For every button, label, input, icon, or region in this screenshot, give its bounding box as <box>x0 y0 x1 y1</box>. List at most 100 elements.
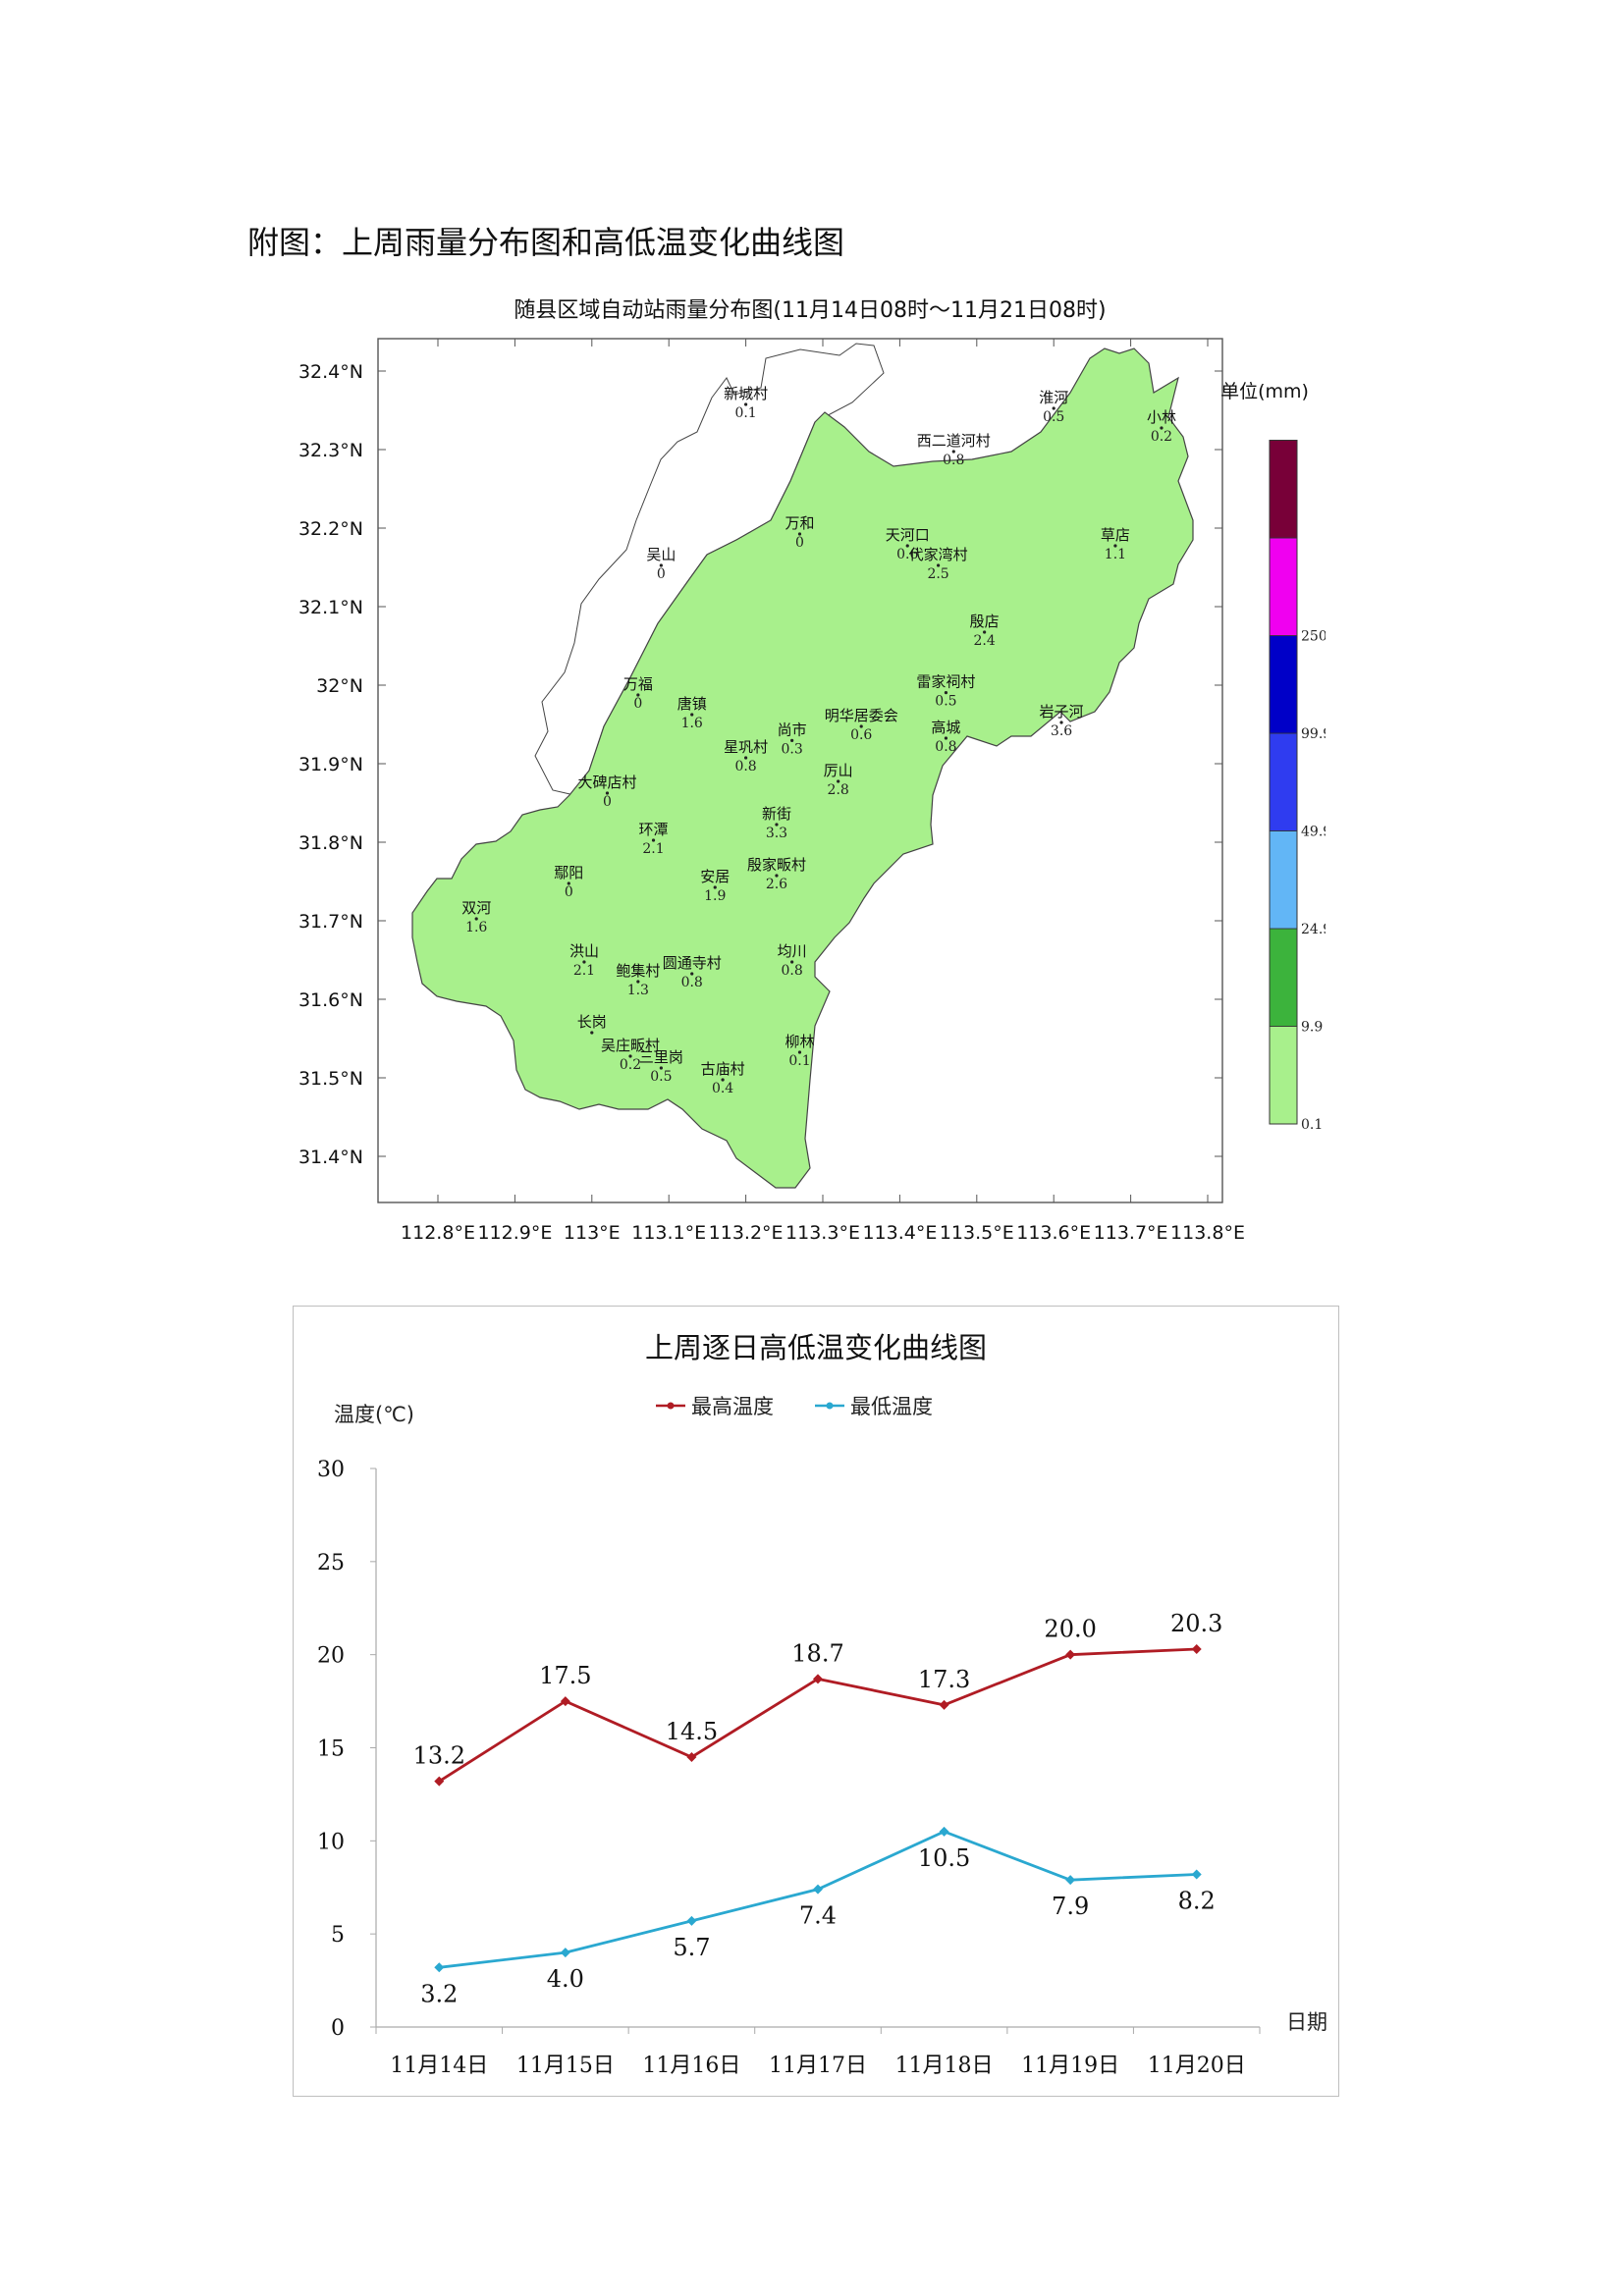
station-dot <box>937 563 941 567</box>
station-dot <box>567 881 570 885</box>
station-rainfall-value: 2.8 <box>828 782 849 798</box>
station-name: 殷家畈村 <box>747 856 806 874</box>
legend-entry: 最低温度 <box>815 1395 933 1418</box>
station-marker: 草店 1.1 <box>1101 526 1130 562</box>
rainfall-color-legend: 0.1 9.9 24.9 49.9 99.9 250 <box>1269 440 1326 1133</box>
station-rainfall-value: 0.8 <box>782 963 803 979</box>
station-name: 均川 <box>778 942 807 960</box>
legend-level-label: 9.9 <box>1301 1020 1323 1036</box>
lat-tick-label: 31.6°N <box>298 989 363 1011</box>
legend-level-label: 24.9 <box>1301 922 1326 937</box>
station-name: 长岗 <box>577 1013 607 1031</box>
station-dot <box>659 1066 663 1070</box>
data-label: 17.3 <box>918 1666 970 1693</box>
station-rainfall-value: 0.1 <box>788 1053 810 1069</box>
station-rainfall-value: 0.8 <box>681 975 703 990</box>
legend-swatch <box>1269 1026 1298 1125</box>
station-rainfall-value: 2.1 <box>642 841 664 857</box>
station-dot <box>651 838 656 842</box>
lon-tick-label: 112.8°E <box>401 1222 475 1244</box>
chart-series: 13.2 17.5 14.5 18.7 17.3 20.0 20.3 3.2 4.0 5.7 7.4… <box>413 1610 1223 2007</box>
station-rainfall-value: 2.5 <box>927 566 948 582</box>
data-label: 3.2 <box>420 1980 458 2007</box>
station-dot <box>905 544 909 548</box>
lon-tick-label: 113.2°E <box>709 1222 784 1244</box>
station-name: 安居 <box>700 868 730 885</box>
lat-tick-label: 31.5°N <box>298 1068 363 1090</box>
data-label: 10.5 <box>918 1844 970 1872</box>
temperature-line-chart: 上周逐日高低温变化曲线图 温度(℃) 日期 最高温度 最低温度 0 5 10 15 20 2… <box>317 1331 1327 2078</box>
station-marker: 安居 1.9 <box>700 868 730 904</box>
data-point <box>1191 1869 1202 1880</box>
station-marker: 圆通寺村 0.8 <box>663 954 722 990</box>
station-name: 圆通寺村 <box>663 954 722 972</box>
station-dot <box>659 563 663 567</box>
station-rainfall-value: 0.8 <box>943 453 964 468</box>
station-dot <box>944 691 948 695</box>
legend-series-name: 最低温度 <box>850 1395 933 1418</box>
station-name: 柳林 <box>785 1033 814 1050</box>
legend-series-name: 最高温度 <box>691 1395 774 1418</box>
map-plot-frame <box>377 338 1223 1203</box>
station-marker: 三里岗 0.5 <box>639 1048 683 1085</box>
data-point <box>939 1826 949 1837</box>
station-marker: 唐镇 1.6 <box>677 695 707 731</box>
legend-swatch <box>1269 537 1298 636</box>
station-rainfall-value: 2.4 <box>974 633 996 649</box>
station-dot <box>983 630 987 634</box>
station-name: 小林 <box>1147 408 1176 426</box>
station-rainfall-value: 0.1 <box>734 405 756 421</box>
chart-title: 上周逐日高低温变化曲线图 <box>645 1331 987 1364</box>
data-label: 8.2 <box>1178 1887 1216 1914</box>
x-tick-label: 11月20日 <box>1148 2054 1246 2078</box>
station-labels: 新城村 0.1 淮河 0.5 小林 0.2 西二道河村 0.8 万和 0 天河口 0.6 草店 1.1 代家… <box>461 385 1176 1096</box>
station-name: 大碑店村 <box>577 774 636 791</box>
legend-swatch <box>1269 928 1298 1027</box>
lat-tick-label: 32.3°N <box>298 440 363 461</box>
station-dot <box>690 713 694 717</box>
station-marker: 星巩村 0.8 <box>724 738 768 774</box>
station-dot <box>721 1078 725 1082</box>
data-label: 5.7 <box>673 1934 710 1961</box>
document-heading: 附图：上周雨量分布图和高低温变化曲线图 <box>247 224 845 261</box>
legend-marker <box>826 1402 834 1410</box>
data-point <box>813 1674 823 1684</box>
station-rainfall-value: 0.2 <box>620 1057 641 1073</box>
station-rainfall-value: 2.6 <box>766 877 787 892</box>
legend-title: 单位(mm) <box>1220 381 1309 402</box>
station-name: 代家湾村 <box>909 546 968 563</box>
station-marker: 古庙村 0.4 <box>701 1060 745 1096</box>
x-tick-label: 11月17日 <box>769 2054 867 2078</box>
station-dot <box>797 532 802 536</box>
lon-tick-label: 113.6°E <box>1016 1222 1091 1244</box>
station-rainfall-value: 3.3 <box>766 826 787 841</box>
legend-swatch <box>1269 830 1298 930</box>
data-point <box>686 1751 697 1762</box>
station-dot <box>744 756 748 760</box>
station-marker: 大碑店村 0 <box>577 774 636 810</box>
lat-tick-label: 32.4°N <box>298 361 363 383</box>
station-rainfall-value: 0 <box>565 884 573 900</box>
station-marker: 吴山 0 <box>646 546 676 582</box>
station-name: 高城 <box>931 719 960 736</box>
station-rainfall-value: 0 <box>657 566 666 582</box>
legend-swatch <box>1269 635 1298 734</box>
data-label: 13.2 <box>413 1742 465 1770</box>
legend-level-label: 49.9 <box>1301 825 1326 840</box>
station-name: 淮河 <box>1039 389 1068 406</box>
y-tick-label: 5 <box>331 1923 345 1948</box>
x-axis-label: 日期 <box>1286 2010 1327 2034</box>
data-label: 20.0 <box>1044 1616 1096 1643</box>
station-rainfall-value: 0.4 <box>712 1081 733 1096</box>
station-dot <box>582 960 586 964</box>
station-marker: 淮河 0.5 <box>1039 389 1068 425</box>
station-marker: 万福 0 <box>623 675 653 712</box>
station-marker: 吴庄畈村 0.2 <box>601 1037 660 1073</box>
station-name: 岩子河 <box>1040 703 1084 721</box>
station-dot <box>628 1054 632 1058</box>
chart-legend: 最高温度 最低温度 <box>656 1395 933 1418</box>
station-marker: 长岗 <box>577 1013 607 1035</box>
station-name: 双河 <box>461 899 491 917</box>
station-marker: 新城村 0.1 <box>724 385 768 421</box>
station-name: 西二道河村 <box>917 432 991 450</box>
